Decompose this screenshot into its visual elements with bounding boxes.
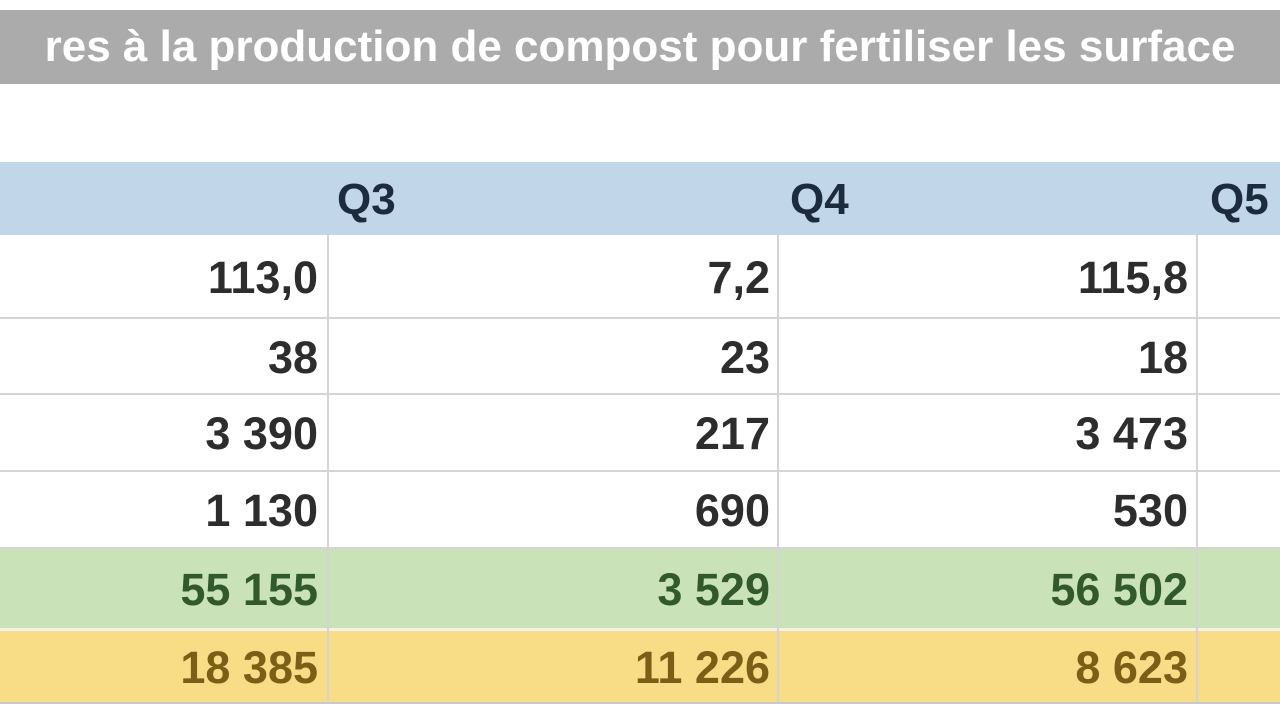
table-row-1: 113,0 7,2 115,8 — [0, 235, 1280, 317]
table-row-3: 3 390 217 3 473 — [0, 393, 1280, 470]
cell-total-col1[interactable]: 18 385 — [180, 642, 318, 693]
table-body: 113,0 7,2 115,8 38 23 18 3 390 217 3 473… — [0, 235, 1280, 702]
table-header-row: Q3 Q4 Q5 — [0, 162, 1280, 235]
cell-subtotal-col3[interactable]: 56 502 — [1050, 564, 1188, 615]
cell-total-col3[interactable]: 8 623 — [1075, 642, 1188, 693]
gridline-vertical-1 — [327, 235, 329, 702]
cell-r1-col2[interactable]: 7,2 — [707, 251, 770, 303]
cell-r3-col1[interactable]: 3 390 — [205, 408, 318, 459]
header-cell-q5[interactable]: Q5 — [1210, 174, 1269, 224]
header-cell-q3[interactable]: Q3 — [337, 174, 396, 224]
cell-subtotal-col1[interactable]: 55 155 — [180, 564, 318, 615]
gridline-vertical-3 — [1196, 235, 1198, 702]
gridline-vertical-2 — [777, 235, 779, 702]
cell-r4-col3[interactable]: 530 — [1112, 485, 1188, 536]
cell-r3-col3[interactable]: 3 473 — [1075, 408, 1188, 459]
table-row-subtotal: 55 155 3 529 56 502 — [0, 547, 1280, 628]
cell-r2-col2[interactable]: 23 — [719, 331, 770, 383]
cell-r1-col1[interactable]: 113,0 — [207, 251, 318, 303]
table-row-4: 1 130 690 530 — [0, 470, 1280, 547]
cell-r3-col2[interactable]: 217 — [694, 408, 770, 459]
cell-r1-col3[interactable]: 115,8 — [1077, 251, 1188, 303]
table-row-total: 18 385 11 226 8 623 — [0, 628, 1280, 702]
table-row-2: 38 23 18 — [0, 317, 1280, 393]
cell-total-col2[interactable]: 11 226 — [634, 642, 770, 693]
title-merged-cell[interactable]: res à la production de compost pour fert… — [0, 10, 1280, 84]
cell-r2-col3[interactable]: 18 — [1137, 331, 1188, 383]
cell-r4-col1[interactable]: 1 130 — [205, 485, 318, 536]
gridline-bottom — [0, 702, 1280, 704]
header-cell-q4[interactable]: Q4 — [790, 174, 849, 224]
cell-subtotal-col2[interactable]: 3 529 — [657, 564, 770, 615]
cell-r2-col1[interactable]: 38 — [267, 331, 318, 383]
page-title: res à la production de compost pour fert… — [44, 22, 1236, 71]
cell-r4-col2[interactable]: 690 — [694, 485, 770, 536]
